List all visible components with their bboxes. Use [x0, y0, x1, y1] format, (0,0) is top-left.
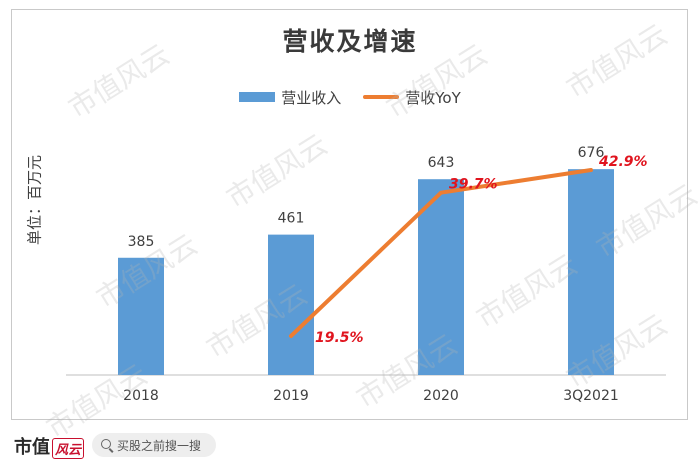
search-icon [101, 439, 114, 453]
bar-value-label-2020: 643 [428, 155, 455, 171]
x-tick-label-3Q2021: 3Q2021 [563, 388, 619, 404]
x-tick-label-2018: 2018 [123, 388, 159, 404]
chart-title: 营收及增速 [282, 27, 418, 56]
bar-value-label-2019: 461 [278, 211, 305, 227]
yoy-label-3Q2021: 42.9% [598, 154, 648, 170]
x-tick-label-2020: 2020 [423, 388, 459, 404]
legend-label-yoy: 营收YoY [405, 88, 461, 107]
search-button[interactable]: 买股之前搜一搜 [92, 433, 216, 457]
x-tick-label-2019: 2019 [273, 388, 309, 404]
bar-revenue-2019 [268, 234, 314, 375]
yoy-label-2020: 39.7% [449, 177, 498, 193]
brand-name: 市值 [14, 437, 50, 457]
bar-revenue-2020 [418, 179, 464, 375]
search-text: 买股之前搜一搜 [117, 438, 202, 453]
legend-swatch-bar [239, 92, 276, 102]
legend-swatch-line [363, 95, 400, 99]
bar-revenue-3Q2021 [568, 169, 614, 375]
legend-item-revenue: 营业收入 [239, 87, 341, 108]
brand-mark: 风云 [52, 438, 85, 460]
bar-value-label-2018: 385 [128, 234, 155, 250]
bar-revenue-2018 [118, 257, 164, 375]
yoy-line [289, 168, 593, 338]
legend-label-revenue: 营业收入 [281, 88, 342, 107]
chart-legend: 营业收入 营收YoY [0, 86, 700, 108]
bar-value-label-3Q2021: 676 [578, 145, 605, 161]
chart-plot: 385 2018 461 2019 643 2020 676 3Q2021 19.5% 39.7%… [66, 145, 666, 404]
yoy-label-2019: 19.5% [315, 330, 364, 346]
brand-logo: 市值 风云 [14, 433, 85, 460]
legend-item-yoy: 营收YoY [363, 87, 461, 108]
footer-bar: 市值 风云 买股之前搜一搜 [0, 425, 700, 467]
